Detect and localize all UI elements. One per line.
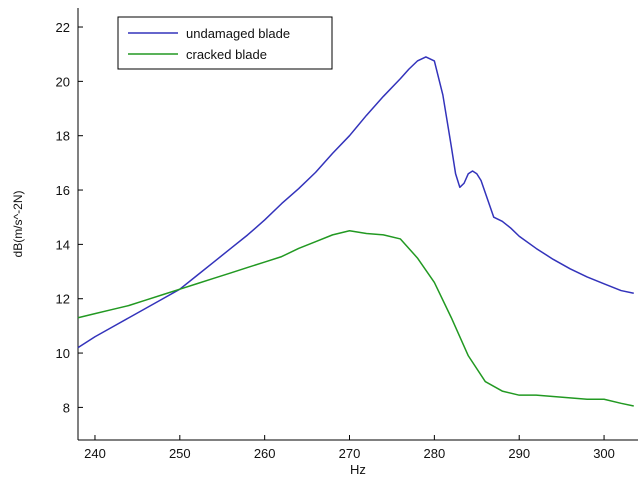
series-line-cracked-blade bbox=[77, 230, 634, 407]
x-tick-label: 260 bbox=[254, 446, 276, 461]
series-layer bbox=[77, 56, 634, 407]
legend-label-cracked-blade: cracked blade bbox=[186, 47, 267, 62]
y-tick-label: 18 bbox=[56, 129, 70, 144]
y-tick-label: 22 bbox=[56, 20, 70, 35]
x-tick-label: 290 bbox=[508, 446, 530, 461]
y-axis-label: dB(m/s^-2N) bbox=[11, 191, 25, 258]
legend: undamaged blade cracked blade bbox=[117, 16, 333, 70]
y-tick-label: 20 bbox=[56, 74, 70, 89]
x-tick-label: 300 bbox=[593, 446, 615, 461]
y-tick-label: 16 bbox=[56, 183, 70, 198]
y-axis-ticks: 8 10 12 14 16 18 20 22 bbox=[56, 20, 83, 415]
legend-box bbox=[117, 16, 333, 70]
x-tick-label: 240 bbox=[84, 446, 106, 461]
y-tick-label: 8 bbox=[63, 400, 70, 415]
y-tick-label: 14 bbox=[56, 237, 70, 252]
x-tick-label: 250 bbox=[169, 446, 191, 461]
y-tick-label: 12 bbox=[56, 292, 70, 307]
series-line-undamaged-blade bbox=[77, 56, 634, 349]
y-tick-label: 10 bbox=[56, 346, 70, 361]
x-tick-label: 280 bbox=[424, 446, 446, 461]
x-tick-label: 270 bbox=[339, 446, 361, 461]
legend-label-undamaged-blade: undamaged blade bbox=[186, 26, 290, 41]
x-axis-label: Hz bbox=[350, 462, 366, 477]
x-axis-ticks: 240 250 260 270 280 290 300 bbox=[84, 435, 615, 461]
